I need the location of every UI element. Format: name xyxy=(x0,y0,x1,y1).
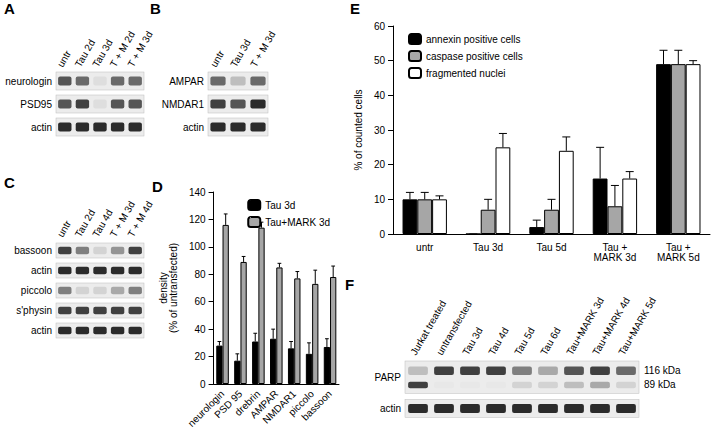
svg-text:PSD95: PSD95 xyxy=(20,99,52,110)
svg-text:AMPAR: AMPAR xyxy=(169,76,204,87)
svg-text:annexin positive cells: annexin positive cells xyxy=(426,34,521,45)
svg-text:piccolo: piccolo xyxy=(286,388,316,418)
svg-text:% of counted cells: % of counted cells xyxy=(353,89,364,170)
svg-text:Tau 3d: Tau 3d xyxy=(473,242,503,253)
svg-text:100: 100 xyxy=(189,241,206,252)
svg-text:60: 60 xyxy=(374,21,386,32)
svg-text:actin: actin xyxy=(31,325,52,336)
svg-text:PSD 95: PSD 95 xyxy=(212,388,245,421)
svg-text:T + M 2d: T + M 2d xyxy=(107,29,138,69)
svg-text:F: F xyxy=(345,276,354,293)
svg-text:T + M 3d: T + M 3d xyxy=(125,29,154,69)
svg-text:Tau 4d: Tau 4d xyxy=(90,207,115,239)
svg-text:Tau+MARK 5d: Tau+MARK 5d xyxy=(616,295,658,357)
svg-text:E: E xyxy=(350,0,360,17)
svg-text:40: 40 xyxy=(194,324,206,335)
svg-text:MARK 3d: MARK 3d xyxy=(594,252,637,263)
svg-text:116 kDa: 116 kDa xyxy=(644,365,681,376)
svg-text:Tau 2d: Tau 2d xyxy=(72,37,98,69)
svg-text:120: 120 xyxy=(189,214,206,225)
svg-text:piccolo: piccolo xyxy=(21,285,53,296)
svg-text:actin: actin xyxy=(183,122,204,133)
svg-text:NMDAR1: NMDAR1 xyxy=(260,388,299,426)
svg-text:A: A xyxy=(4,0,15,17)
svg-text:80: 80 xyxy=(194,269,206,280)
svg-text:T + M 3d: T + M 3d xyxy=(248,29,277,69)
svg-text:D: D xyxy=(152,178,163,195)
svg-text:Tau 6d: Tau 6d xyxy=(538,325,563,357)
svg-text:(% of untransfected): (% of untransfected) xyxy=(168,243,179,333)
svg-text:20: 20 xyxy=(374,159,386,170)
svg-text:60: 60 xyxy=(194,296,206,307)
svg-text:AMPAR: AMPAR xyxy=(247,388,281,421)
svg-text:Tau +: Tau + xyxy=(665,241,691,253)
svg-text:Tau 3d: Tau 3d xyxy=(90,37,115,69)
svg-text:Tau+MARK 3d: Tau+MARK 3d xyxy=(265,217,330,228)
svg-text:untr: untr xyxy=(55,48,73,69)
svg-text:Tau+MARK 3d: Tau+MARK 3d xyxy=(564,295,607,357)
svg-text:bassoon: bassoon xyxy=(14,245,52,256)
svg-text:Tau+MARK 4d: Tau+MARK 4d xyxy=(590,295,633,357)
svg-text:30: 30 xyxy=(374,125,386,136)
svg-text:actin: actin xyxy=(31,265,52,276)
svg-text:Tau 5d: Tau 5d xyxy=(536,242,566,253)
svg-text:Tau 3d: Tau 3d xyxy=(228,37,253,69)
svg-text:Tau 3d: Tau 3d xyxy=(265,200,295,211)
svg-text:Tau 5d: Tau 5d xyxy=(512,325,537,357)
svg-text:bassoon: bassoon xyxy=(299,388,333,422)
svg-text:T + M 4d: T + M 4d xyxy=(125,199,154,239)
svg-text:Tau 3d: Tau 3d xyxy=(460,325,485,357)
svg-text:0: 0 xyxy=(379,229,385,240)
svg-text:Tau 4d: Tau 4d xyxy=(486,325,511,357)
svg-text:PARP: PARP xyxy=(375,372,402,383)
svg-text:untransfected: untransfected xyxy=(434,299,474,357)
svg-text:B: B xyxy=(150,0,161,17)
svg-text:neurologin: neurologin xyxy=(185,388,227,429)
svg-text:s'physin: s'physin xyxy=(16,305,52,316)
svg-text:Tau 2d: Tau 2d xyxy=(72,207,98,239)
svg-text:MARK 5d: MARK 5d xyxy=(657,252,700,263)
svg-text:10: 10 xyxy=(374,194,386,205)
svg-text:50: 50 xyxy=(374,55,386,66)
svg-text:89 kDa: 89 kDa xyxy=(644,379,676,390)
svg-text:140: 140 xyxy=(189,187,206,198)
svg-text:density: density xyxy=(157,272,169,304)
svg-text:actin: actin xyxy=(31,122,52,133)
svg-text:fragmented nuclei: fragmented nuclei xyxy=(426,68,506,79)
svg-text:untr: untr xyxy=(55,218,73,239)
svg-text:T + M 3d: T + M 3d xyxy=(107,199,138,239)
svg-text:40: 40 xyxy=(374,90,386,101)
svg-text:NMDAR1: NMDAR1 xyxy=(162,99,205,110)
svg-text:20: 20 xyxy=(194,351,206,362)
svg-text:drebrin: drebrin xyxy=(232,388,263,418)
svg-text:untr: untr xyxy=(208,48,226,69)
svg-text:neurologin: neurologin xyxy=(5,76,52,87)
svg-text:actin: actin xyxy=(380,403,401,414)
svg-text:Jurkat treated: Jurkat treated xyxy=(408,298,449,357)
svg-text:0: 0 xyxy=(200,379,206,390)
svg-text:untr: untr xyxy=(416,242,434,253)
svg-text:caspase positive cells: caspase positive cells xyxy=(426,51,523,62)
svg-text:C: C xyxy=(4,174,15,191)
svg-text:Tau +: Tau + xyxy=(602,241,628,253)
